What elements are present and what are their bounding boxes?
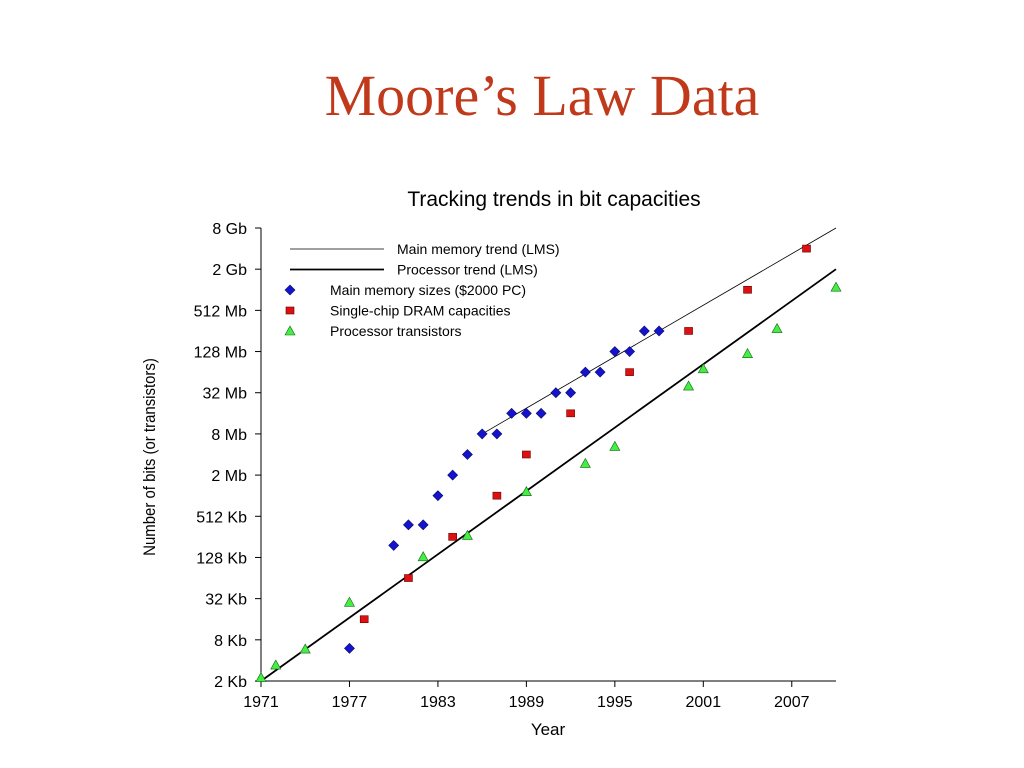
y-tick-label: 32 Kb <box>205 592 247 609</box>
memory-size-point <box>565 387 577 399</box>
transistor-count-point <box>683 380 695 391</box>
memory-size-point <box>432 490 444 502</box>
memory-size-point <box>417 519 429 531</box>
dram-capacity-point <box>743 285 752 294</box>
memory-size-point <box>520 407 532 419</box>
legend: Main memory trend (LMS) Processor trend (… <box>284 241 560 339</box>
transistor-count-point <box>771 322 783 333</box>
transistor-count-point <box>830 281 842 292</box>
transistor-count-point <box>697 363 709 374</box>
y-axis-label: Number of bits (or transistors) <box>141 358 159 556</box>
transistor-count-point <box>299 643 311 654</box>
legend-label: Main memory sizes ($2000 PC) <box>330 282 526 298</box>
transistor-count-point <box>270 659 282 670</box>
y-tick-label: 512 Kb <box>196 509 247 526</box>
slide-title: Moore’s Law Data <box>324 63 760 128</box>
dram-capacity-point <box>625 368 634 376</box>
transistor-count-point <box>742 348 754 358</box>
transistor-count-point <box>579 457 591 468</box>
dram-capacity-point <box>566 409 575 418</box>
x-tick-label: 1971 <box>243 694 279 711</box>
memory-size-point <box>594 366 606 378</box>
dram-capacity-point <box>802 244 811 253</box>
memory-size-point <box>461 449 473 460</box>
memory-size-point <box>506 407 518 419</box>
transistor-count-point <box>343 596 355 607</box>
dram-capacity-point <box>492 491 502 500</box>
memory-size-point <box>609 346 621 357</box>
transistor-count-point <box>609 440 621 451</box>
y-tick-label: 2 Kb <box>214 674 247 691</box>
axes: 2 Kb 8 Kb 32 Kb 128 Kb 512 Kb 2 Mb 8 Mb 32 Mb 12… <box>194 221 836 711</box>
y-tick-label: 128 Kb <box>196 550 247 567</box>
dram-capacity-point <box>522 450 531 459</box>
legend-label: Main memory trend (LMS) <box>397 241 560 257</box>
memory-size-point <box>653 325 665 337</box>
y-tick-label: 32 Mb <box>203 386 248 403</box>
legend-label: Single-chip DRAM capacities <box>330 303 511 319</box>
memory-size-point <box>403 519 414 531</box>
legend-marker-triangle <box>284 325 296 336</box>
memory-size-point <box>535 407 547 419</box>
x-tick-label: 1989 <box>509 694 545 711</box>
y-tick-label: 8 Gb <box>212 221 247 238</box>
memory-size-point <box>388 539 400 551</box>
transistor-count-point <box>520 486 532 496</box>
x-tick-label: 1995 <box>597 694 633 711</box>
y-tick-label: 2 Gb <box>212 262 247 279</box>
memory-size-point <box>491 428 503 440</box>
dram-capacity-point <box>448 533 457 541</box>
x-tick-label: 1983 <box>420 694 456 711</box>
dram-capacity-point <box>404 574 413 582</box>
memory-size-point <box>550 387 562 399</box>
memory-size-point <box>447 469 459 481</box>
chart-title: Tracking trends in bit capacities <box>407 188 700 211</box>
dram-capacity-point <box>359 615 369 624</box>
y-tick-label: 8 Kb <box>214 633 247 650</box>
y-tick-label: 8 Mb <box>211 427 247 444</box>
memory-size-point <box>624 346 636 357</box>
transistor-count-point <box>255 671 267 682</box>
legend-marker-square <box>285 306 295 315</box>
x-tick-label: 2001 <box>686 694 722 711</box>
transistor-count-point <box>461 529 473 540</box>
memory-size-point <box>638 325 650 337</box>
memory-size-point <box>579 366 591 378</box>
x-tick-label: 2007 <box>774 694 810 711</box>
transistor-count-point <box>417 551 429 562</box>
dram-capacity-point <box>684 327 693 335</box>
legend-label: Processor trend (LMS) <box>397 262 538 278</box>
y-tick-label: 512 Mb <box>194 303 247 320</box>
memory-size-point <box>476 428 488 440</box>
y-tick-label: 128 Mb <box>194 345 247 362</box>
processor-trend-line <box>260 268 837 682</box>
legend-marker-diamond <box>284 284 296 296</box>
y-tick-label: 2 Mb <box>211 468 247 485</box>
data-markers <box>255 244 842 682</box>
legend-label: Processor transistors <box>330 323 461 339</box>
x-axis-label: Year <box>531 720 566 739</box>
x-tick-label: 1977 <box>332 694 368 711</box>
memory-size-point <box>344 642 355 654</box>
